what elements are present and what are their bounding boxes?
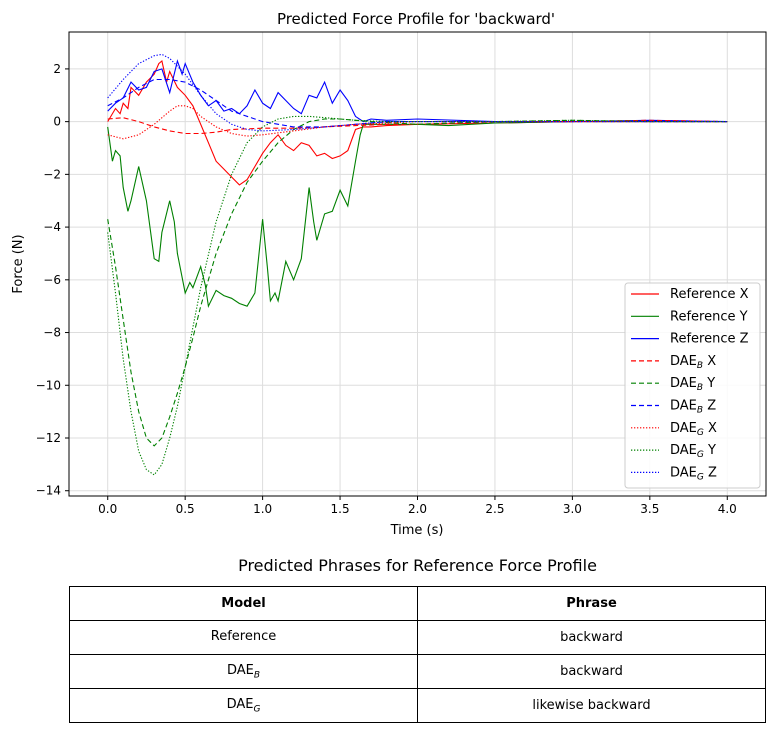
table-title: Predicted Phrases for Reference Force Pr… xyxy=(238,556,597,575)
model-cell: DAEG xyxy=(69,688,418,723)
y-tick-label: −2 xyxy=(43,167,61,181)
y-tick-label: 0 xyxy=(53,115,61,129)
model-cell: Reference xyxy=(69,620,418,655)
x-tick-label: 1.0 xyxy=(253,502,272,516)
legend-box xyxy=(624,282,761,489)
legend-entry: DAEG Y xyxy=(670,443,716,460)
table-header-row: Model Phrase xyxy=(69,586,766,621)
x-tick-label: 0.5 xyxy=(176,502,195,516)
legend-entry: DAEB Y xyxy=(670,376,715,393)
legend-entry: DAEG Z xyxy=(670,465,717,482)
phrase-cell: backward xyxy=(417,654,766,689)
x-axis-ticks: 0.0 0.5 1.0 1.5 2.0 2.5 3.0 3.5 4.0 xyxy=(98,496,737,516)
legend-entry: DAEB X xyxy=(670,354,716,371)
phrases-table: Model Phrase Reference backward DAEB bac… xyxy=(69,586,766,723)
series-line-dae-g-z xyxy=(107,53,728,132)
plot-area-frame xyxy=(68,31,767,497)
legend-entry: DAEG X xyxy=(670,421,717,438)
y-tick-label: −8 xyxy=(43,326,61,340)
series-line-dae-b-y xyxy=(107,118,728,447)
legend-entry: Reference Y xyxy=(670,309,748,324)
x-axis-label: Time (s) xyxy=(390,523,444,538)
phrase-cell: likewise backward xyxy=(417,688,766,723)
series-line-reference-x xyxy=(107,59,728,186)
legend-entry: Reference Z xyxy=(670,332,749,347)
y-tick-label: −10 xyxy=(36,378,61,392)
force-profile-chart: Predicted Force Profile for 'backward' 0… xyxy=(11,10,767,538)
x-tick-label: 4.0 xyxy=(718,502,737,516)
y-tick-label: −14 xyxy=(36,484,61,498)
legend-entry: DAEB Z xyxy=(670,399,716,416)
series-lines xyxy=(107,53,728,476)
legend-entry: Reference X xyxy=(670,287,749,302)
table-row: DAEG likewise backward xyxy=(69,688,766,723)
x-tick-label: 0.0 xyxy=(98,502,117,516)
model-cell: DAEB xyxy=(69,654,418,689)
y-tick-label: 2 xyxy=(53,62,61,76)
chart-title: Predicted Force Profile for 'backward' xyxy=(277,10,555,28)
x-tick-label: 3.5 xyxy=(640,502,659,516)
x-tick-label: 2.5 xyxy=(485,502,504,516)
y-axis-ticks: −14 −12 −10 −8 −6 −4 −2 0 2 xyxy=(36,62,69,498)
column-header-phrase: Phrase xyxy=(417,586,766,621)
y-tick-label: −4 xyxy=(43,220,61,234)
y-tick-label: −12 xyxy=(36,431,61,445)
y-tick-label: −6 xyxy=(43,273,61,287)
series-line-dae-g-x xyxy=(107,105,728,140)
series-line-dae-g-y xyxy=(107,115,728,476)
phrase-cell: backward xyxy=(417,620,766,655)
series-line-reference-y xyxy=(107,121,728,309)
legend: Reference X Reference Y Reference Z DAEB X D… xyxy=(624,282,761,489)
x-tick-label: 2.0 xyxy=(408,502,427,516)
x-tick-label: 1.5 xyxy=(331,502,350,516)
column-header-model: Model xyxy=(69,586,418,621)
x-tick-label: 3.0 xyxy=(563,502,582,516)
table-row: DAEB backward xyxy=(69,654,766,689)
series-line-dae-b-z xyxy=(107,78,728,128)
table-row: Reference backward xyxy=(69,620,766,655)
y-axis-label: Force (N) xyxy=(11,234,26,293)
